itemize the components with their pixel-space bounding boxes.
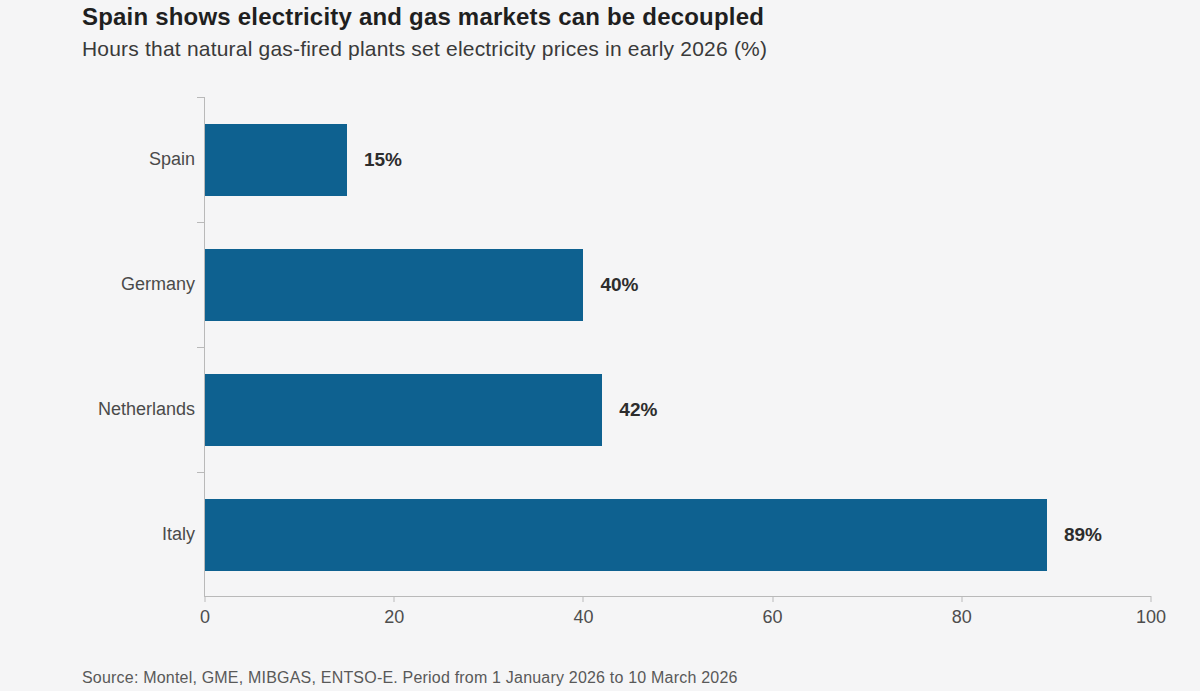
category-label-netherlands: Netherlands (98, 399, 195, 420)
x-axis-tick-label: 0 (200, 607, 210, 628)
category-label-germany: Germany (121, 274, 195, 295)
category-label-spain: Spain (149, 149, 195, 170)
source-note: Source: Montel, GME, MIBGAS, ENTSO-E. Pe… (82, 669, 738, 687)
x-axis-tick (961, 596, 962, 602)
x-axis-tick (394, 596, 395, 602)
y-axis-tick (197, 472, 205, 473)
y-axis-tick (197, 347, 205, 348)
x-axis-tick (583, 596, 584, 602)
bar-italy (205, 499, 1047, 571)
plot-area: Spain 15% Germany 40% Netherlands 42% It… (204, 97, 1151, 597)
bar-row-spain: Spain 15% (205, 97, 1151, 222)
category-label-italy: Italy (162, 524, 195, 545)
bar-row-italy: Italy 89% (205, 472, 1151, 597)
bar-spain (205, 124, 347, 196)
x-axis-tick-label: 20 (384, 607, 404, 628)
x-axis-tick (772, 596, 773, 602)
bar-netherlands (205, 374, 602, 446)
bar-germany (205, 249, 583, 321)
x-axis-tick (1151, 596, 1152, 602)
y-axis-tick (197, 97, 205, 98)
bar-row-germany: Germany 40% (205, 222, 1151, 347)
value-label-germany: 40% (600, 274, 638, 296)
x-axis-tick-label: 40 (573, 607, 593, 628)
value-label-netherlands: 42% (619, 399, 657, 421)
y-axis-tick (197, 222, 205, 223)
x-axis-tick-label: 60 (763, 607, 783, 628)
bar-row-netherlands: Netherlands 42% (205, 347, 1151, 472)
value-label-spain: 15% (364, 149, 402, 171)
value-label-italy: 89% (1064, 524, 1102, 546)
chart-page: Spain shows electricity and gas markets … (0, 0, 1200, 691)
chart-title: Spain shows electricity and gas markets … (82, 3, 764, 31)
x-axis-tick (205, 596, 206, 602)
x-axis-tick-label: 100 (1136, 607, 1166, 628)
chart-subtitle: Hours that natural gas-fired plants set … (82, 37, 767, 61)
x-axis-tick-label: 80 (952, 607, 972, 628)
